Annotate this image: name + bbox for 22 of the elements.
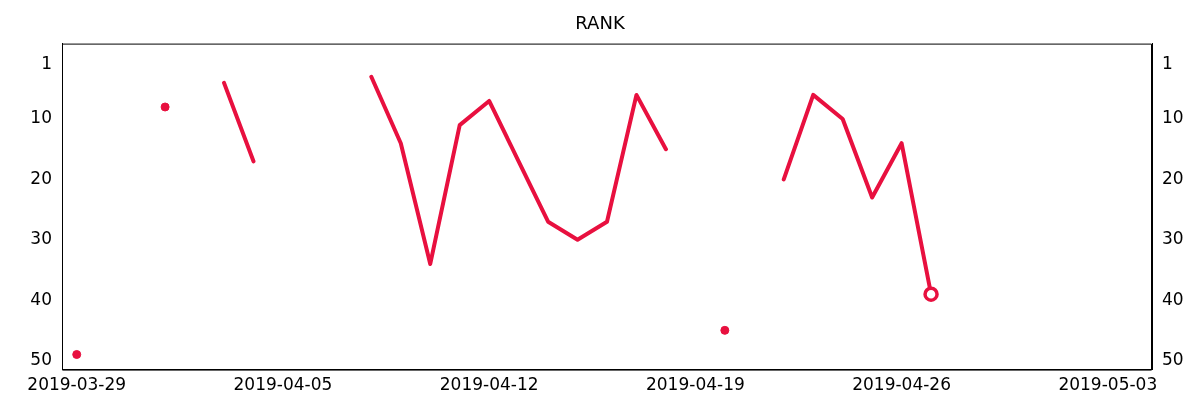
x-tick-label: 2019-03-29 xyxy=(27,374,127,395)
point xyxy=(720,325,730,335)
y-tick-label: 20 xyxy=(30,167,52,188)
x-tick-label: 2019-04-05 xyxy=(233,374,333,395)
y2-tick-label: 30 xyxy=(1162,228,1184,249)
y-tick-label: 30 xyxy=(30,228,52,249)
y2-tick-label: 40 xyxy=(1162,288,1184,309)
y-tick-label: 50 xyxy=(30,348,52,369)
y2-tick-label: 50 xyxy=(1162,348,1184,369)
y-tick-label: 40 xyxy=(30,288,52,309)
y2-tick-label: 20 xyxy=(1162,167,1184,188)
y-tick-label: 10 xyxy=(30,107,52,128)
point xyxy=(72,350,82,360)
y2-tick-label: 10 xyxy=(1162,107,1184,128)
x-tick-label: 2019-04-19 xyxy=(645,374,745,395)
point xyxy=(160,102,170,112)
chart-title: RANK xyxy=(575,12,626,34)
x-tick-label: 2019-05-03 xyxy=(1058,374,1158,395)
y2-tick-label: 1 xyxy=(1162,53,1173,74)
x-tick-label: 2019-04-12 xyxy=(439,374,539,395)
x-tick-label: 2019-04-26 xyxy=(852,374,951,395)
y-tick-label: 1 xyxy=(41,53,52,74)
